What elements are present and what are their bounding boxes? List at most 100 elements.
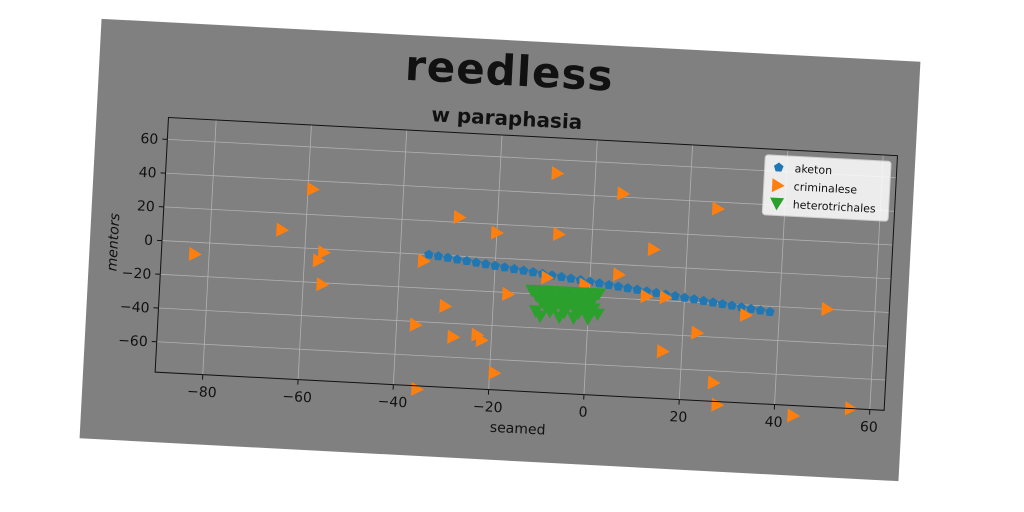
aketon-point xyxy=(689,294,699,304)
criminalese-point xyxy=(312,253,326,268)
aketon-point xyxy=(604,279,614,290)
aketon-point xyxy=(528,267,538,277)
legend-marker xyxy=(771,178,785,193)
criminalese-point xyxy=(552,227,566,242)
legend-box xyxy=(761,154,892,222)
criminalese-point xyxy=(707,375,721,390)
aketon-point xyxy=(433,251,444,261)
criminalese-point xyxy=(691,325,705,340)
x-tick: 20 xyxy=(669,399,688,426)
criminalese-point xyxy=(640,289,654,304)
chart-figure: reedless w paraphasia −80 −60 −40 −20 0 20 40 6… xyxy=(79,18,921,482)
criminalese-point xyxy=(617,186,631,201)
x-tick-label: −80 xyxy=(187,384,217,402)
x-tick: −60 xyxy=(282,379,312,407)
aketon-point xyxy=(765,307,775,317)
y-gridline xyxy=(160,273,890,313)
aketon-point xyxy=(632,284,643,294)
aketon-point xyxy=(717,299,728,309)
legend-label: criminalese xyxy=(793,180,857,196)
aketon-point xyxy=(594,278,605,288)
y-gridline xyxy=(158,307,888,347)
y-tick-label: −60 xyxy=(118,333,148,351)
x-tick-label: −60 xyxy=(282,389,312,407)
criminalese-point xyxy=(739,307,753,322)
axes: −80 −60 −40 −20 0 20 40 60 −60 −40 −20 0 20 40 60 xyxy=(118,116,899,436)
aketon-point xyxy=(566,273,576,283)
criminalese-point xyxy=(317,245,331,260)
criminalese-point xyxy=(787,408,801,423)
aketon-point xyxy=(698,295,709,306)
legend-marker xyxy=(773,162,784,172)
x-tick-label: 0 xyxy=(578,404,588,420)
criminalese-point xyxy=(409,317,423,332)
y-gridline xyxy=(156,341,886,381)
criminalese-point xyxy=(490,225,504,240)
y-tick: 0 xyxy=(144,233,163,249)
x-axis-label: seamed xyxy=(489,420,545,439)
aketon-point xyxy=(481,259,491,269)
aketon-point xyxy=(452,254,463,264)
criminalese-point xyxy=(502,286,515,301)
heterotrichales-point xyxy=(581,312,596,326)
criminalese-point xyxy=(647,242,661,257)
y-tick-label: 60 xyxy=(140,131,159,148)
x-tick-label: 60 xyxy=(860,419,879,436)
criminalese-point xyxy=(306,182,320,196)
criminalese-point xyxy=(439,298,453,313)
criminalese-point xyxy=(316,277,330,292)
legend-label: heterotrichales xyxy=(792,198,876,215)
criminalese-point xyxy=(188,246,202,261)
x-tick: −40 xyxy=(377,384,408,411)
x-tick: −80 xyxy=(187,374,217,402)
aketon-point xyxy=(509,263,519,274)
aketon-point xyxy=(443,252,453,262)
aketon-point xyxy=(727,300,737,310)
legend-marker xyxy=(770,197,785,211)
criminalese-point xyxy=(417,253,431,268)
x-tick-label: −20 xyxy=(473,399,503,417)
aketon-point xyxy=(736,302,747,312)
criminalese-point xyxy=(475,332,489,347)
criminalese-point xyxy=(821,301,835,316)
criminalese-point xyxy=(551,166,565,181)
criminalese-point xyxy=(612,267,626,282)
legend-label: aketon xyxy=(794,162,832,177)
heterotrichales-point xyxy=(591,308,606,322)
y-tick-label: 20 xyxy=(137,198,156,215)
aketon-point xyxy=(424,249,434,259)
x-tick-label: 40 xyxy=(764,414,783,431)
aketon-point xyxy=(490,260,500,271)
aketon-point xyxy=(708,297,718,307)
chart-svg: −80 −60 −40 −20 0 20 40 60 −60 −40 −20 0 20 40 60 aket… xyxy=(104,116,899,439)
y-axis-label: mentors xyxy=(104,213,123,272)
criminalese-point xyxy=(276,222,290,237)
aketon-point xyxy=(651,287,662,298)
aketon-point xyxy=(471,257,482,267)
aketon-point xyxy=(755,305,766,315)
aketon-point xyxy=(556,271,567,282)
x-gridline xyxy=(678,144,693,400)
y-tick-label: 0 xyxy=(144,233,154,249)
y-tick: 60 xyxy=(140,131,168,148)
x-tick: −20 xyxy=(473,389,503,417)
y-tick: −20 xyxy=(121,265,161,283)
y-tick: −40 xyxy=(120,299,159,317)
x-tick: 40 xyxy=(764,404,783,431)
criminalese-point xyxy=(541,270,555,285)
y-tick-label: 40 xyxy=(138,165,157,182)
aketon-point xyxy=(670,291,680,301)
x-gridline xyxy=(392,129,408,385)
aketon-point xyxy=(679,292,690,302)
y-tick: 40 xyxy=(138,165,166,182)
criminalese-point xyxy=(488,365,502,380)
criminalese-point xyxy=(453,209,467,224)
aketon-point xyxy=(499,262,510,272)
aketon-point xyxy=(623,283,633,293)
heterotrichales-point xyxy=(543,305,558,319)
criminalese-point xyxy=(711,201,725,216)
heterotrichales-point xyxy=(533,310,548,324)
y-gridline xyxy=(162,240,892,280)
x-gridline xyxy=(583,139,598,395)
